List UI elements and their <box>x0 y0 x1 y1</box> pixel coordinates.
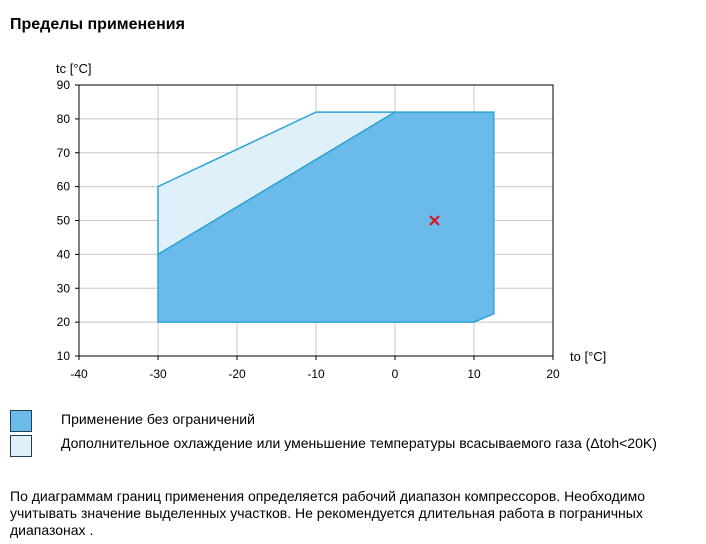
y-axis-label: tc [°C] <box>56 61 92 76</box>
x-axis-label: to [°C] <box>570 349 606 364</box>
y-tick-label: 70 <box>57 146 71 160</box>
x-tick-label: -20 <box>228 367 246 381</box>
legend-swatch-unrestricted <box>10 410 32 432</box>
x-tick-label: 0 <box>392 367 399 381</box>
y-tick-label: 60 <box>57 180 71 194</box>
y-tick-label: 40 <box>57 247 71 261</box>
legend-item-additional <box>10 435 32 457</box>
x-tick-label: 10 <box>467 367 481 381</box>
legend-swatch-additional <box>10 435 32 457</box>
y-tick-label: 10 <box>57 349 71 363</box>
region-unrestricted <box>157 111 495 323</box>
legend-item-unrestricted <box>10 410 32 432</box>
marker-x-stroke <box>429 215 440 226</box>
x-tick-label: -10 <box>307 367 325 381</box>
x-tick-label: -30 <box>149 367 167 381</box>
legend-label-additional: Дополнительное охлаждение или уменьшение… <box>61 435 657 451</box>
chart-ticks: -40 -30 -20 -10 0 10 20 10 20 30 40 50 60 70 80 90 <box>57 78 560 381</box>
page-title: Пределы применения <box>10 16 185 33</box>
x-tick-label: -40 <box>70 367 88 381</box>
y-tick-label: 20 <box>57 315 71 329</box>
footnote-text: По диаграммам границ применения определя… <box>10 488 646 538</box>
application-limits-chart: -40 -30 -20 -10 0 10 20 10 20 30 40 50 60 70 80 90 tc [… <box>56 61 606 381</box>
chart-regions <box>157 111 495 323</box>
y-tick-label: 80 <box>57 112 71 126</box>
y-tick-label: 50 <box>57 214 71 228</box>
chart-marker <box>429 215 440 226</box>
y-tick-label: 90 <box>57 78 71 92</box>
y-tick-label: 30 <box>57 281 71 295</box>
legend-label-unrestricted: Применение без ограничений <box>61 411 255 427</box>
x-tick-label: 20 <box>546 367 560 381</box>
